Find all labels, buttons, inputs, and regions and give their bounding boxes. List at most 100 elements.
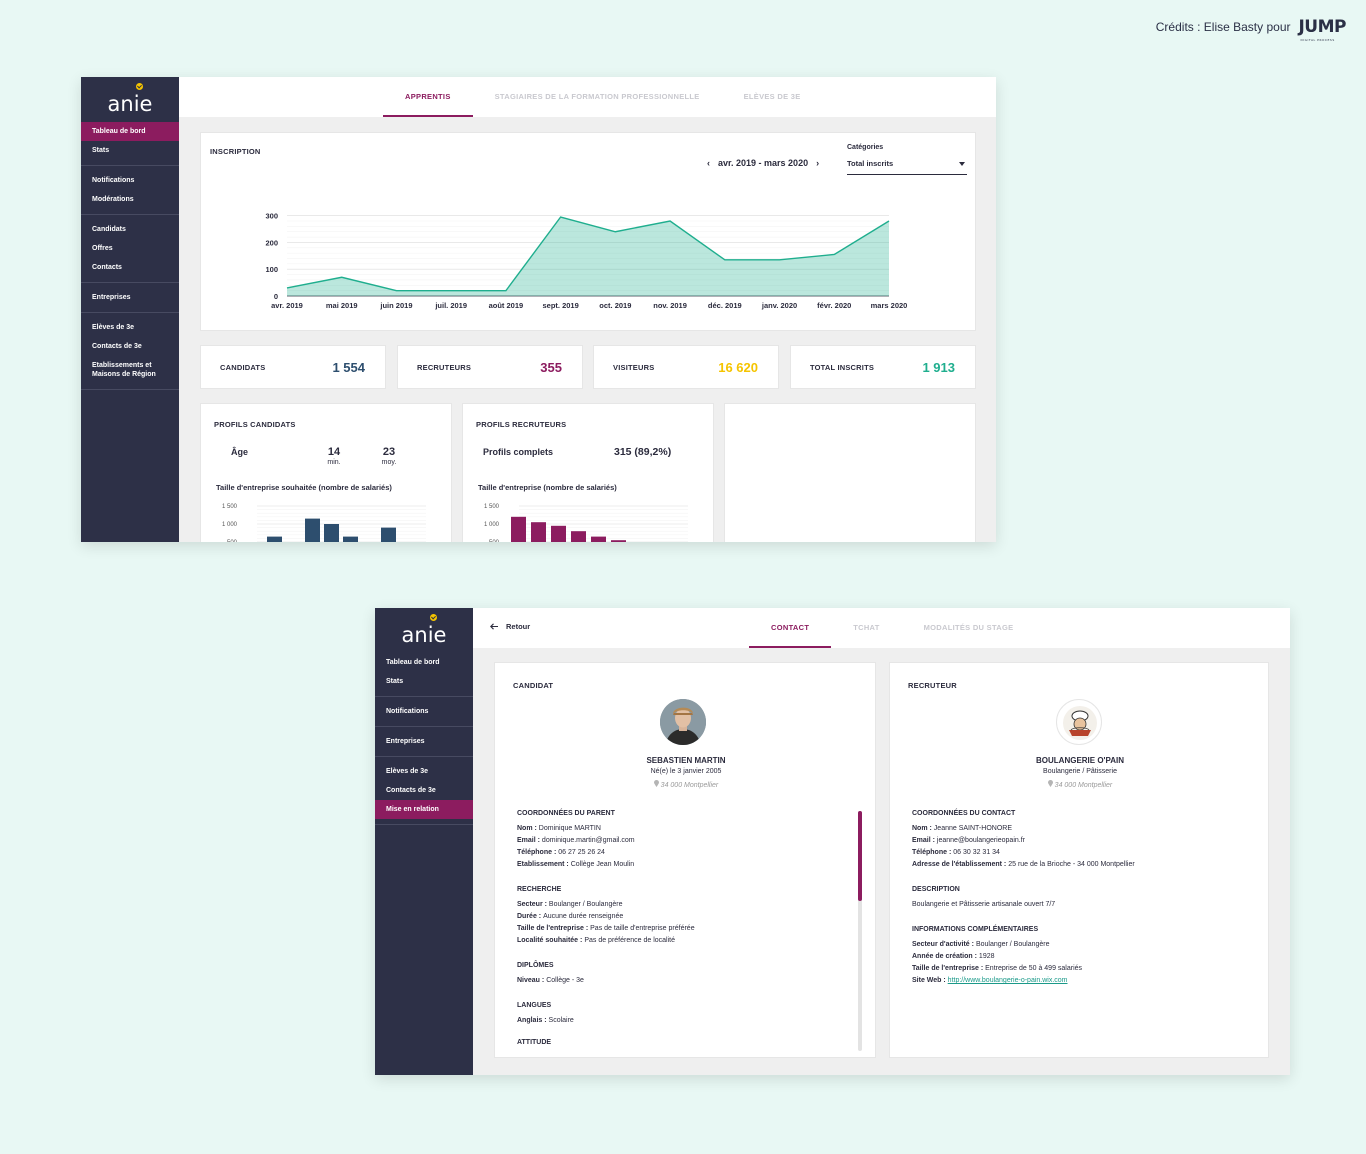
stat-card-total-inscrits: TOTAL INSCRITS 1 913 bbox=[790, 345, 976, 389]
bar bbox=[531, 522, 546, 542]
field-value: 1928 bbox=[978, 953, 995, 960]
tab-apprentis[interactable]: APPRENTIS bbox=[383, 77, 473, 117]
field-value: Jeanne SAINT-HONORE bbox=[933, 825, 1012, 832]
back-label: Retour bbox=[506, 622, 531, 631]
tab-contact[interactable]: CONTACT bbox=[749, 608, 832, 648]
field-value: dominique.martin@gmail.com bbox=[541, 837, 635, 844]
nav-group: Tableau de bord Stats bbox=[81, 117, 179, 166]
candidat-avatar bbox=[660, 699, 706, 745]
age-avg: 23 moy. bbox=[381, 446, 397, 466]
stat-value: 1 913 bbox=[922, 359, 955, 375]
y-tick-label: 200 bbox=[265, 238, 278, 247]
sidebar-item-eleves-de-3e[interactable]: Elèves de 3e bbox=[386, 768, 429, 775]
period-selector: ‹ avr. 2019 - mars 2020 › bbox=[707, 158, 819, 168]
sidebar-item-contacts-de-3e[interactable]: Contacts de 3e bbox=[386, 787, 436, 794]
field-value: 06 27 25 26 24 bbox=[558, 849, 605, 856]
bar bbox=[551, 525, 566, 542]
sidebar-item-tableau-de-bord[interactable]: Tableau de bord bbox=[386, 659, 440, 666]
sidebar-item-contacts[interactable]: Contacts bbox=[92, 264, 122, 271]
sidebar-item-contacts-de-3e[interactable]: Contacts de 3e bbox=[92, 343, 142, 350]
sidebar-item-stats[interactable]: Stats bbox=[386, 678, 404, 685]
tab-stagiaires-de-la-formation-professionnelle[interactable]: STAGIAIRES DE LA FORMATION PROFESSIONNEL… bbox=[494, 92, 700, 101]
back-button[interactable]: Retour bbox=[490, 622, 530, 631]
dashboard-window: anie Tableau de bord Stats Notifications Mo… bbox=[81, 77, 996, 542]
stat-value: 16 620 bbox=[718, 359, 758, 375]
check-badge-icon bbox=[136, 83, 143, 90]
field-adresse-de-l-etablissement: Adresse de l'établissement : 25 rue de l… bbox=[912, 861, 1135, 868]
field-niveau: Niveau : Collège - 3e bbox=[517, 977, 584, 984]
sidebar-item-moderations[interactable]: Modérations bbox=[92, 196, 134, 203]
stat-card-candidats: CANDIDATS 1 554 bbox=[200, 345, 386, 389]
field-email: Email : jeanne@boulangerieopain.fr bbox=[912, 837, 1025, 844]
recruteurs-bar-chart: 1 500 1 000 500 bbox=[484, 504, 688, 542]
field-key: Email bbox=[517, 837, 536, 844]
field-key: Taille de l'entreprise bbox=[912, 965, 979, 972]
field-value: Aucune durée renseignée bbox=[543, 913, 624, 920]
website-link[interactable]: http://www.boulangerie-o-pain.wix.com bbox=[947, 977, 1068, 984]
field-value: Pas de préférence de localité bbox=[584, 937, 675, 944]
nav-group: Notifications bbox=[375, 697, 473, 727]
sidebar-item-mise-en-relation[interactable]: Mise en relation bbox=[375, 800, 473, 819]
category-select[interactable]: Total inscrits bbox=[847, 157, 967, 175]
prev-period-button[interactable]: ‹ bbox=[707, 158, 710, 168]
field-etablissement: Etablissement : Collège Jean Moulin bbox=[517, 861, 635, 868]
stat-card-recruteurs: RECRUTEURS 355 bbox=[397, 345, 583, 389]
scrollbar[interactable] bbox=[858, 811, 862, 1051]
scroll-thumb[interactable] bbox=[858, 811, 862, 901]
x-tick-label: sept. 2019 bbox=[542, 301, 578, 310]
sidebar-item-tableau-de-bord[interactable]: Tableau de bord bbox=[81, 122, 179, 141]
nav-group: Entreprises bbox=[375, 727, 473, 757]
sidebar-item-entreprises[interactable]: Entreprises bbox=[92, 294, 131, 301]
bar bbox=[343, 536, 358, 542]
profils-candidats-title: PROFILS CANDIDATS bbox=[214, 420, 296, 429]
field-secteur-d-activite: Secteur d'activité : Boulanger / Boulang… bbox=[912, 941, 1050, 948]
field-key: Localité souhaitée bbox=[517, 937, 579, 944]
field-key: Niveau bbox=[517, 977, 540, 984]
tab-eleves-de-3e[interactable]: ELÈVES DE 3E bbox=[743, 92, 801, 101]
sidebar-item-entreprises[interactable]: Entreprises bbox=[386, 738, 425, 745]
sidebar-item-offres[interactable]: Offres bbox=[92, 245, 113, 252]
empty-card bbox=[724, 403, 976, 542]
recruteurs-chart-title: Taille d'entreprise (nombre de salariés) bbox=[478, 483, 617, 492]
app-logo[interactable]: anie bbox=[81, 77, 179, 117]
field-key: Année de création bbox=[912, 953, 973, 960]
field-secteur: Secteur : Boulanger / Boulangère bbox=[517, 901, 623, 908]
age-min: 14 min. bbox=[327, 446, 341, 466]
stat-label: VISITEURS bbox=[613, 362, 655, 372]
field-email: Email : dominique.martin@gmail.com bbox=[517, 837, 635, 844]
field-value: Collège - 3e bbox=[546, 977, 584, 984]
section-title: INFORMATIONS COMPLÉMENTAIRES bbox=[912, 926, 1039, 933]
nav-group: Entreprises bbox=[81, 283, 179, 313]
tab-modalites-du-stage[interactable]: MODALITÉS DU STAGE bbox=[923, 623, 1014, 632]
section-langues: LANGUES Anglais : Scolaire bbox=[517, 1002, 847, 1027]
field-key: Email bbox=[912, 837, 931, 844]
field-key: Taille de l'entreprise bbox=[517, 925, 584, 932]
field-key: Durée bbox=[517, 913, 537, 920]
tab-tchat[interactable]: TCHAT bbox=[853, 623, 880, 632]
sidebar-item-eleves-de-3e[interactable]: Elèves de 3e bbox=[92, 324, 135, 331]
field-value: 06 30 32 31 34 bbox=[953, 849, 1000, 856]
credits: Crédits : Elise Basty pour JUMP DIGITAL P… bbox=[1155, 17, 1347, 42]
sidebar-item-notifications[interactable]: Notifications bbox=[92, 177, 135, 184]
field-telephone: Téléphone : 06 27 25 26 24 bbox=[517, 849, 605, 856]
sidebar-item-stats[interactable]: Stats bbox=[92, 147, 110, 154]
sidebar-item-notifications[interactable]: Notifications bbox=[386, 708, 429, 715]
recruteur-activity: Boulangerie / Pâtisserie bbox=[1043, 768, 1117, 775]
period-label: avr. 2019 - mars 2020 bbox=[718, 158, 809, 168]
field-value: Entreprise de 50 à 499 salariés bbox=[985, 965, 1083, 972]
sidebar-nav: Tableau de bord Stats Notifications Entrepr… bbox=[375, 648, 473, 825]
stat-label: TOTAL INSCRITS bbox=[810, 362, 875, 372]
sidebar-item-etablissements-et-maisons-de-region[interactable]: Etablissements et Maisons de Région bbox=[92, 362, 156, 378]
app-logo[interactable]: anie bbox=[375, 608, 473, 648]
y-tick-label: 100 bbox=[265, 265, 278, 274]
sidebar-item-candidats[interactable]: Candidats bbox=[92, 226, 126, 233]
bar bbox=[305, 518, 320, 542]
field-key: Etablissement bbox=[517, 861, 565, 868]
recruteur-title: RECRUTEUR bbox=[908, 681, 957, 690]
field-key: Secteur bbox=[517, 901, 543, 908]
field-key: Téléphone bbox=[912, 849, 949, 856]
next-period-button[interactable]: › bbox=[816, 158, 820, 168]
stat-label: CANDIDATS bbox=[220, 362, 266, 372]
credits-text: Crédits : Elise Basty pour bbox=[1155, 20, 1291, 34]
x-tick-label: févr. 2020 bbox=[817, 301, 851, 310]
